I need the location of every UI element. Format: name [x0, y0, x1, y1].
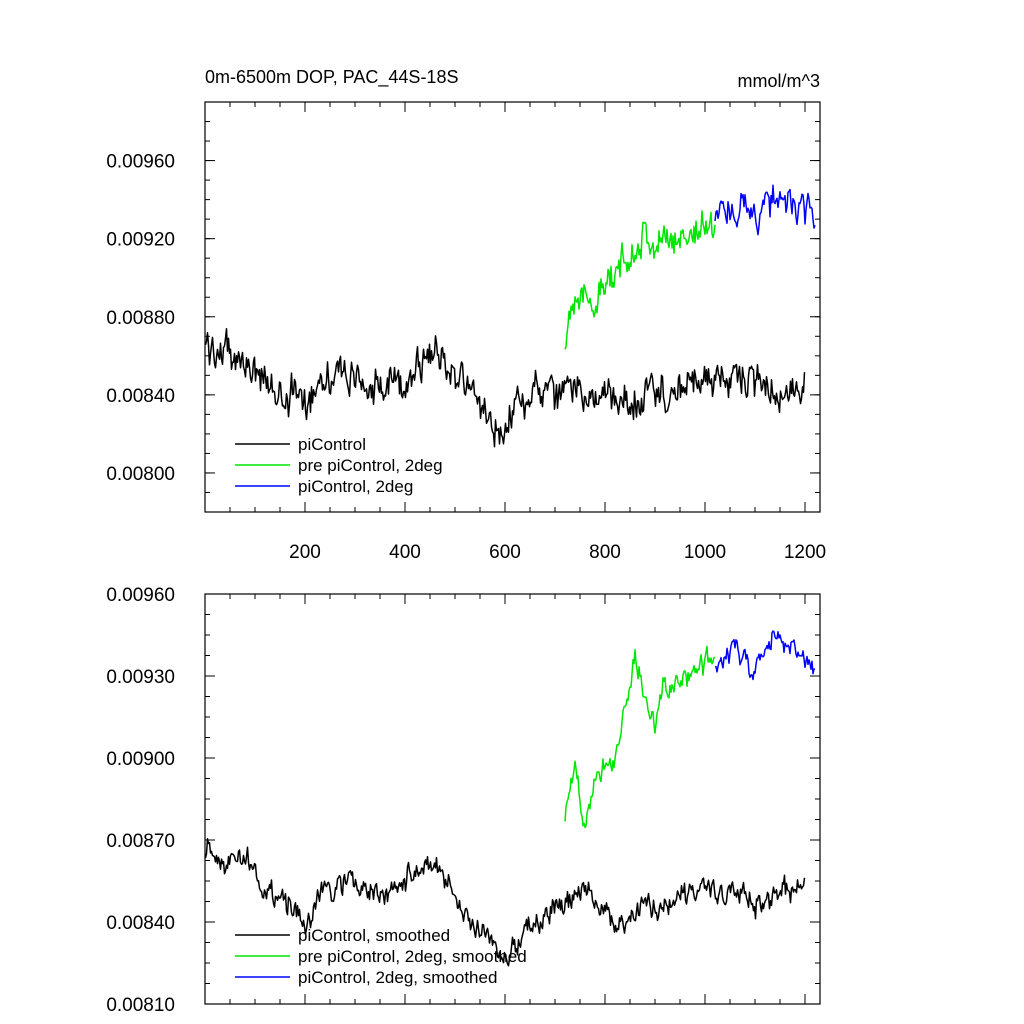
bottom-chart-y-tick-label: 0.00900 — [106, 749, 175, 770]
top-chart-title: 0m-6500m DOP, PAC_44S-18S — [205, 67, 458, 88]
top-chart-y-tick-label: 0.00880 — [106, 308, 175, 329]
top-chart-legend-label-1: piControl — [298, 435, 366, 454]
top-chart-legend-label-3: piControl, 2deg — [298, 477, 413, 496]
top-chart-x-tick-label: 1200 — [784, 542, 826, 563]
bottom-chart-legend-label-3: piControl, 2deg, smoothed — [298, 968, 497, 987]
top-chart-y-tick-label: 0.00800 — [106, 464, 175, 485]
bottom-chart-series-line-2 — [564, 645, 716, 829]
bottom-chart-y-tick-label: 0.00810 — [106, 995, 175, 1016]
top-chart-series-line-1 — [205, 328, 806, 448]
bottom-chart-y-tick-label: 0.00930 — [106, 667, 175, 688]
top-chart: 0m-6500m DOP, PAC_44S-18S mmol/m^3 0.008… — [106, 67, 826, 563]
bottom-chart-lines — [205, 630, 816, 967]
top-chart-legend: piControl pre piControl, 2deg piControl, 2… — [235, 435, 443, 496]
top-chart-x-tick-label: 800 — [589, 542, 621, 563]
top-chart-x-tick-label: 400 — [389, 542, 421, 563]
bottom-chart-series-line-1 — [205, 838, 806, 967]
top-chart-ticks — [205, 101, 820, 513]
top-chart-tick-labels: 0.00800 0.00840 0.00880 0.00920 0.00960 200 40… — [106, 152, 826, 563]
bottom-chart-frame — [204, 593, 821, 1005]
bottom-chart-y-tick-label: 0.00960 — [106, 585, 175, 606]
bottom-chart-tick-labels: 0.00810 0.00840 0.00870 0.00900 0.00930 0.009… — [106, 585, 175, 1016]
top-chart-x-tick-label: 1000 — [684, 542, 726, 563]
bottom-chart: 0.00810 0.00840 0.00870 0.00900 0.00930 0.009… — [106, 585, 821, 1016]
top-chart-legend-label-2: pre piControl, 2deg — [298, 456, 443, 475]
top-chart-units-label: mmol/m^3 — [738, 71, 820, 91]
top-chart-series-line-2 — [564, 210, 716, 350]
bottom-chart-y-tick-label: 0.00840 — [106, 913, 175, 934]
top-chart-y-tick-label: 0.00840 — [106, 386, 175, 407]
top-chart-y-tick-label: 0.00920 — [106, 230, 175, 251]
top-chart-lines — [205, 184, 816, 448]
bottom-chart-ticks — [205, 593, 820, 1005]
top-chart-series-line-3 — [714, 184, 816, 236]
top-chart-frame — [204, 101, 821, 513]
top-chart-x-tick-label: 200 — [289, 542, 321, 563]
bottom-chart-legend-label-1: piControl, smoothed — [298, 926, 450, 945]
top-chart-y-tick-label: 0.00960 — [106, 152, 175, 173]
bottom-chart-series-line-3 — [714, 630, 816, 681]
bottom-chart-legend-label-2: pre piControl, 2deg, smoothed — [298, 947, 527, 966]
bottom-chart-legend: piControl, smoothed pre piControl, 2deg, … — [235, 926, 527, 987]
top-chart-x-tick-label: 600 — [489, 542, 521, 563]
bottom-chart-y-tick-label: 0.00870 — [106, 831, 175, 852]
